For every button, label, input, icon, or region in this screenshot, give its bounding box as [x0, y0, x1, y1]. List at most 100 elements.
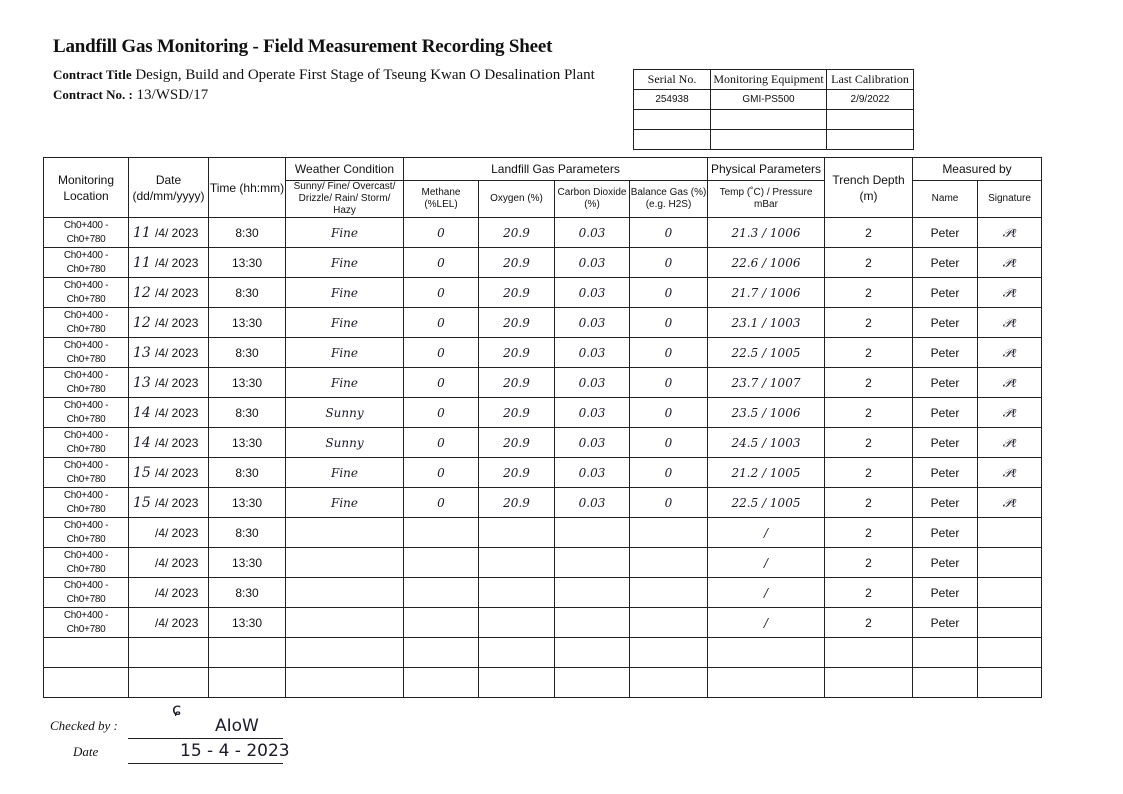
trench-depth-cell: 2 [824, 547, 913, 578]
day-value: 11 [133, 224, 151, 241]
month-year-value: /4/ 2023 [155, 405, 199, 420]
signature-mark: 𝒫ℓ [977, 397, 1042, 428]
methane-cell: 0 [403, 247, 479, 278]
contract-title-label: Contract Title [53, 67, 132, 82]
methane-cell [403, 607, 479, 638]
trench-depth-cell: 2 [824, 607, 913, 638]
month-year-value: /4/ 2023 [155, 225, 199, 240]
date-cell: 11/4/ 2023 [128, 217, 209, 248]
balance-cell: 0 [629, 337, 708, 368]
name-cell: Peter [912, 427, 978, 458]
signature-mark: 𝒫ℓ [977, 307, 1042, 338]
month-year-value: /4/ 2023 [155, 495, 199, 510]
trench-depth-cell [824, 667, 913, 698]
signature-cell [977, 607, 1042, 638]
oxygen-cell: 20.9 [478, 217, 555, 248]
location-cell: Ch0+400 - Ch0+780 [43, 547, 129, 578]
day-value: 15 [133, 464, 151, 481]
measurement-table: Monitoring Location Date (dd/mm/yyyy) Ti… [43, 157, 1042, 698]
table-row: Ch0+400 - Ch0+780 15/4/ 2023 8:30 Fine 0 20.9… [43, 457, 1042, 488]
time-cell: 8:30 [208, 577, 286, 608]
balance-cell [629, 607, 708, 638]
temp-pressure-cell: 24.5 / 1003 [707, 427, 825, 458]
time-cell: 8:30 [208, 217, 286, 248]
table-row: Ch0+400 - Ch0+780 11/4/ 2023 13:30 Fine 0 20.… [43, 247, 1042, 278]
methane-cell: 0 [403, 487, 479, 518]
methane-cell: 0 [403, 457, 479, 488]
trench-depth-cell: 2 [824, 217, 913, 248]
co2-cell: 0.03 [554, 457, 630, 488]
oxygen-cell [478, 667, 555, 698]
oxygen-cell: 20.9 [478, 427, 555, 458]
temp-pressure-cell: 22.6 / 1006 [707, 247, 825, 278]
weather-cell [285, 637, 404, 668]
temp-pressure-cell [707, 637, 825, 668]
signature-mark: 𝒫ℓ [977, 217, 1042, 248]
contract-info: Contract Title Design, Build and Operate… [53, 65, 595, 105]
header-oxygen: Oxygen (%) [478, 180, 555, 218]
oxygen-cell [478, 517, 555, 548]
trench-depth-cell: 2 [824, 367, 913, 398]
header-location: Monitoring Location [43, 157, 129, 218]
date-line [128, 763, 283, 764]
time-cell: 8:30 [208, 457, 286, 488]
oxygen-cell: 20.9 [478, 307, 555, 338]
table-row: Ch0+400 - Ch0+780 12/4/ 2023 8:30 Fine 0 20.9… [43, 277, 1042, 308]
checked-by-value: AIoW [215, 716, 259, 736]
empty-cell [710, 109, 827, 130]
weather-cell: Fine [285, 487, 404, 518]
day-value: 12 [133, 314, 151, 331]
co2-cell: 0.03 [554, 277, 630, 308]
location-cell: Ch0+400 - Ch0+780 [43, 277, 129, 308]
name-cell: Peter [912, 517, 978, 548]
location-cell: Ch0+400 - Ch0+780 [43, 607, 129, 638]
page-title: Landfill Gas Monitoring - Field Measurem… [53, 36, 553, 57]
balance-cell: 0 [629, 277, 708, 308]
balance-cell: 0 [629, 427, 708, 458]
weather-cell: Fine [285, 337, 404, 368]
name-cell: Peter [912, 607, 978, 638]
co2-cell [554, 607, 630, 638]
time-cell: 13:30 [208, 307, 286, 338]
temp-pressure-cell: / [707, 607, 825, 638]
month-year-value: /4/ 2023 [155, 255, 199, 270]
header-weather: Sunny/ Fine/ Overcast/ Drizzle/ Rain/ St… [285, 180, 404, 218]
signature-mark: 𝒫ℓ [977, 457, 1042, 488]
oxygen-cell: 20.9 [478, 457, 555, 488]
weather-cell: Fine [285, 277, 404, 308]
header-weather-group: Weather Condition [285, 157, 404, 181]
methane-cell: 0 [403, 427, 479, 458]
methane-cell: 0 [403, 337, 479, 368]
header-methane: Methane (%LEL) [403, 180, 479, 218]
methane-cell: 0 [403, 397, 479, 428]
temp-pressure-cell: 21.7 / 1006 [707, 277, 825, 308]
table-row [43, 637, 1042, 668]
table-row: Ch0+400 - Ch0+780 13/4/ 2023 13:30 Fine 0 20.… [43, 367, 1042, 398]
date-cell: 13/4/ 2023 [128, 337, 209, 368]
signature-cell [977, 517, 1042, 548]
temp-pressure-cell [707, 667, 825, 698]
weather-cell: Fine [285, 307, 404, 338]
table-row: Ch0+400 - Ch0+780 13/4/ 2023 8:30 Fine 0 20.9… [43, 337, 1042, 368]
header-measured-group: Measured by [912, 157, 1042, 181]
header-gas-group: Landfill Gas Parameters [403, 157, 708, 181]
oxygen-cell: 20.9 [478, 337, 555, 368]
location-cell: Ch0+400 - Ch0+780 [43, 427, 129, 458]
location-cell: Ch0+400 - Ch0+780 [43, 397, 129, 428]
methane-cell [403, 577, 479, 608]
table-row: Ch0+400 - Ch0+780/4/ 2023 13:30 /2 Peter [43, 547, 1042, 578]
equipment-header: Last Calibration [826, 69, 914, 90]
temp-pressure-cell: 23.5 / 1006 [707, 397, 825, 428]
name-cell: Peter [912, 337, 978, 368]
signature-cell [977, 667, 1042, 698]
methane-cell: 0 [403, 307, 479, 338]
oxygen-cell: 20.9 [478, 397, 555, 428]
date-cell: 11/4/ 2023 [128, 247, 209, 278]
name-cell [912, 637, 978, 668]
co2-cell: 0.03 [554, 247, 630, 278]
weather-cell: Sunny [285, 397, 404, 428]
day-value: 11 [133, 254, 151, 271]
temp-pressure-cell: / [707, 547, 825, 578]
empty-cell [710, 129, 827, 150]
co2-cell: 0.03 [554, 307, 630, 338]
